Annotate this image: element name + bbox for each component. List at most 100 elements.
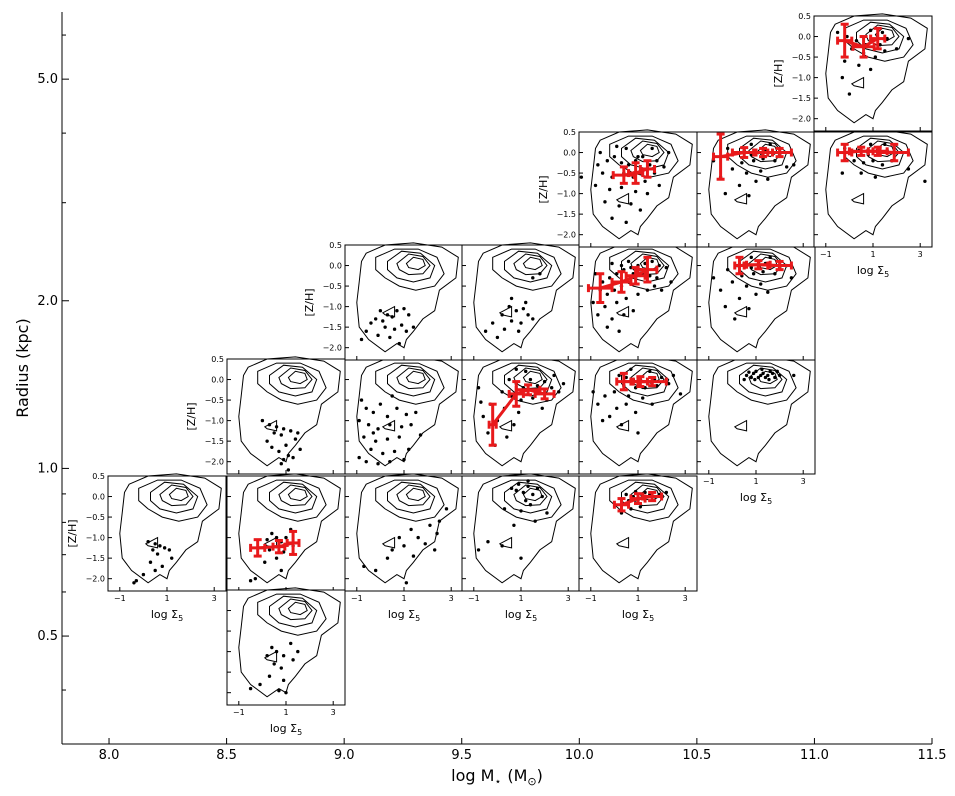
data-point [657,263,661,268]
data-point [486,540,490,544]
inset-x-axis-label-text: log Σ [270,722,297,735]
data-point [664,265,669,270]
data-point [291,658,295,662]
data-point [742,377,746,382]
density-contour-secondary [615,419,630,432]
density-contour-level [639,143,660,158]
data-point [763,375,768,380]
inset-panel-m10.0-r0.8: −1 1 3 log Σ5 [578,473,698,623]
data-point [754,369,758,374]
data-point [747,193,751,198]
inset-x-tick-label: 3 [801,477,806,486]
data-point [272,662,276,666]
data-point [411,325,416,329]
density-contour-level [257,362,327,405]
data-point [633,189,638,194]
data-point [383,325,387,329]
data-point [624,375,628,380]
data-point [859,171,863,175]
inset-y-axis-label: [Z/H] [66,519,79,547]
data-point [253,576,258,581]
inset-x-axis-label-text: log Σ [622,608,649,621]
data-point [792,163,796,167]
data-point [512,523,516,527]
data-point [591,300,595,305]
data-point [388,423,392,427]
data-point [373,439,378,443]
data-point [615,406,619,410]
inset-y-tick-label: −1.5 [205,437,224,446]
data-point [880,163,885,167]
density-contour-level [396,253,431,276]
data-point [605,292,610,296]
data-point [643,179,647,183]
data-point [615,300,619,305]
data-point [730,280,735,284]
data-point [868,28,873,33]
data-point [847,92,852,96]
panel-background [814,16,932,131]
data-point [883,49,887,53]
density-contour-level [630,484,665,507]
density-contour-outer [238,587,341,698]
inset-x-tick-label: 1 [518,594,523,603]
data-point [768,142,772,147]
data-point [718,288,723,292]
density-contour-level [269,364,318,397]
data-point [603,200,607,204]
inset-x-tick-label: 3 [566,594,571,603]
density-contour-level [287,487,308,502]
data-point [545,511,549,515]
data-point [279,568,283,573]
panel-background [462,476,580,591]
data-point [284,443,288,447]
data-point [270,445,274,450]
data-point [775,369,779,374]
data-point [605,159,610,163]
data-point [747,370,751,374]
data-point [293,437,298,441]
data-point [385,437,390,441]
data-point [502,507,507,511]
data-point [612,390,617,394]
density-contour-secondary [733,192,748,205]
data-point [552,373,556,378]
inset-x-axis-label: log Σ5 [622,608,654,623]
main-y-tick-label: 5.0 [37,72,58,87]
data-point [612,154,617,159]
density-contour-outer [473,356,576,467]
panel-background [345,245,463,360]
data-point [366,423,371,427]
data-point [281,427,286,431]
inset-x-axis-label-sub: 5 [767,497,772,506]
data-point [871,159,875,163]
density-contour-level [159,484,194,507]
data-point [610,216,614,220]
data-point [167,548,172,552]
inset-y-tick-label: −2.0 [792,115,811,124]
inset-x-tick-label: −1 [233,708,245,717]
density-contour-level [278,367,313,390]
data-point [132,581,136,585]
inset-x-tick-label: 3 [212,594,217,603]
data-point [402,306,406,311]
main-x-tick-label: 11.5 [918,748,947,763]
data-point [516,482,521,486]
data-point [737,183,742,188]
density-contour-level [375,362,445,405]
density-contour-secondary [263,650,278,663]
data-point [414,410,418,415]
inset-y-tick-label: 0.5 [563,128,576,137]
data-point [437,519,442,523]
density-contour-secondary [850,192,865,205]
data-point [381,451,385,456]
data-point [390,394,394,398]
inset-x-axis-label-sub: 5 [178,614,183,623]
data-point [428,523,432,527]
data-point [267,548,272,552]
main-x-tick-label: 8.0 [99,748,120,763]
density-contour-outer [708,129,811,240]
data-point [754,179,758,183]
panel-background [462,245,580,360]
data-point [835,30,840,35]
